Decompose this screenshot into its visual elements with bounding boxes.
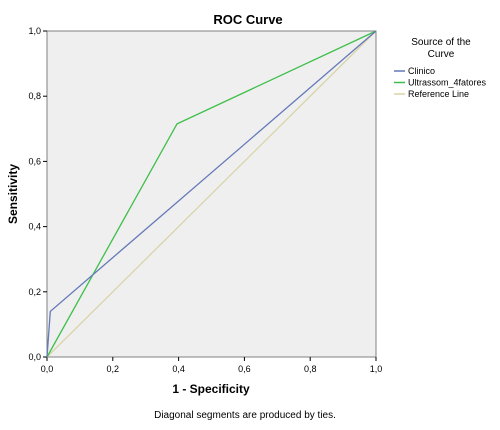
y-tick-label: 0,8 — [28, 91, 41, 101]
series-layer — [46, 30, 377, 358]
x-tick-label: 0,0 — [41, 364, 54, 374]
legend-label-ultrassom-4fatores: Ultrassom_4fatores — [408, 78, 487, 88]
legend-label-reference-line: Reference Line — [408, 89, 469, 99]
chart-title: ROC Curve — [213, 12, 282, 27]
legend-label-clinico: Clinico — [408, 66, 435, 76]
y-tick-label: 0,6 — [28, 156, 41, 166]
x-axis: 0,0 0,2 0,4 0,6 0,8 1,0 — [41, 357, 383, 374]
x-tick-label: 0,2 — [107, 364, 120, 374]
y-tick-label: 0,0 — [28, 352, 41, 362]
x-axis-title: 1 - Specificity — [172, 382, 250, 396]
series-line-clinico — [46, 30, 377, 358]
legend-title-line-2: Curve — [428, 49, 455, 60]
y-tick-label: 0,2 — [28, 287, 41, 297]
footnote: Diagonal segments are produced by ties. — [154, 410, 336, 421]
series-line-ultrassom-4fatores — [46, 30, 377, 358]
series-line-reference-line — [46, 30, 377, 358]
x-tick-label: 1,0 — [370, 364, 383, 374]
y-tick-label: 0,4 — [28, 222, 41, 232]
y-axis: 0,0 0,2 0,4 0,6 0,8 1,0 — [28, 26, 47, 362]
legend-title-line-1: Source of the — [411, 37, 471, 48]
legend: Source of the Curve Clinico Ultrassom_4fa… — [394, 37, 487, 99]
x-tick-label: 0,8 — [304, 364, 317, 374]
x-tick-label: 0,6 — [238, 364, 251, 374]
y-tick-label: 1,0 — [28, 26, 41, 36]
y-axis-title: Sensitivity — [6, 164, 20, 224]
x-tick-label: 0,4 — [172, 364, 185, 374]
